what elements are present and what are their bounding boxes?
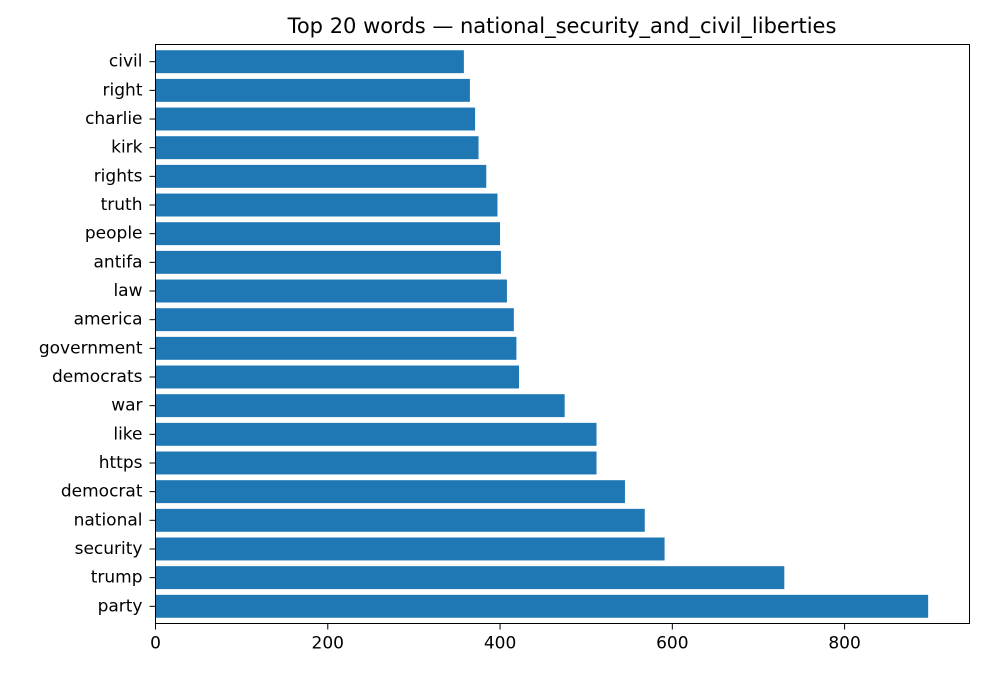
x-tick-label: 0	[150, 634, 161, 654]
y-tick-label: right	[103, 80, 143, 100]
chart-title: Top 20 words — national_security_and_civ…	[287, 14, 837, 39]
bar-national	[155, 508, 645, 532]
bar-government	[155, 336, 517, 360]
bar-people	[155, 222, 501, 246]
y-tick-label: party	[98, 596, 143, 616]
y-tick-label: government	[39, 338, 143, 358]
y-tick-label: people	[85, 224, 143, 244]
y-tick-label: civil	[109, 52, 143, 72]
y-tick-label: truth	[101, 195, 143, 215]
x-axis: 0 200 400 600 800	[150, 623, 861, 654]
bar-kirk	[155, 136, 479, 160]
plot-frame	[155, 44, 970, 624]
bar-https	[155, 451, 597, 475]
y-tick-label: national	[74, 510, 143, 530]
y-tick-label: democrats	[52, 367, 143, 387]
y-tick-label: https	[99, 453, 143, 473]
bar-truth	[155, 193, 498, 217]
bar-right	[155, 78, 470, 102]
y-tick-label: charlie	[85, 109, 142, 129]
bar-democrats	[155, 365, 520, 389]
bar-trump	[155, 566, 785, 590]
bar-antifa	[155, 250, 501, 274]
bar-civil	[155, 50, 464, 74]
bar-rights	[155, 164, 487, 188]
y-tick-label: security	[75, 539, 143, 559]
x-tick-label: 200	[312, 634, 344, 654]
y-tick-label: america	[74, 310, 143, 330]
y-tick-label: like	[113, 424, 142, 444]
y-tick-label: law	[113, 281, 142, 301]
bars-group	[155, 50, 929, 618]
y-axis: party trump security national democrat https l…	[39, 52, 156, 616]
y-tick-label: war	[111, 396, 142, 416]
bar-democrat	[155, 480, 625, 504]
bar-america	[155, 308, 514, 332]
y-tick-label: antifa	[94, 252, 143, 272]
y-tick-label: trump	[91, 568, 143, 588]
x-tick-label: 600	[656, 634, 688, 654]
y-tick-label: rights	[94, 166, 143, 186]
bar-charlie	[155, 107, 476, 131]
bar-party	[155, 594, 929, 618]
bar-like	[155, 422, 597, 446]
y-tick-label: democrat	[61, 482, 143, 502]
bar-war	[155, 394, 565, 418]
x-tick-label: 800	[828, 634, 860, 654]
bar-law	[155, 279, 507, 303]
bar-security	[155, 537, 665, 561]
x-tick-label: 400	[484, 634, 516, 654]
y-tick-label: kirk	[111, 138, 143, 158]
